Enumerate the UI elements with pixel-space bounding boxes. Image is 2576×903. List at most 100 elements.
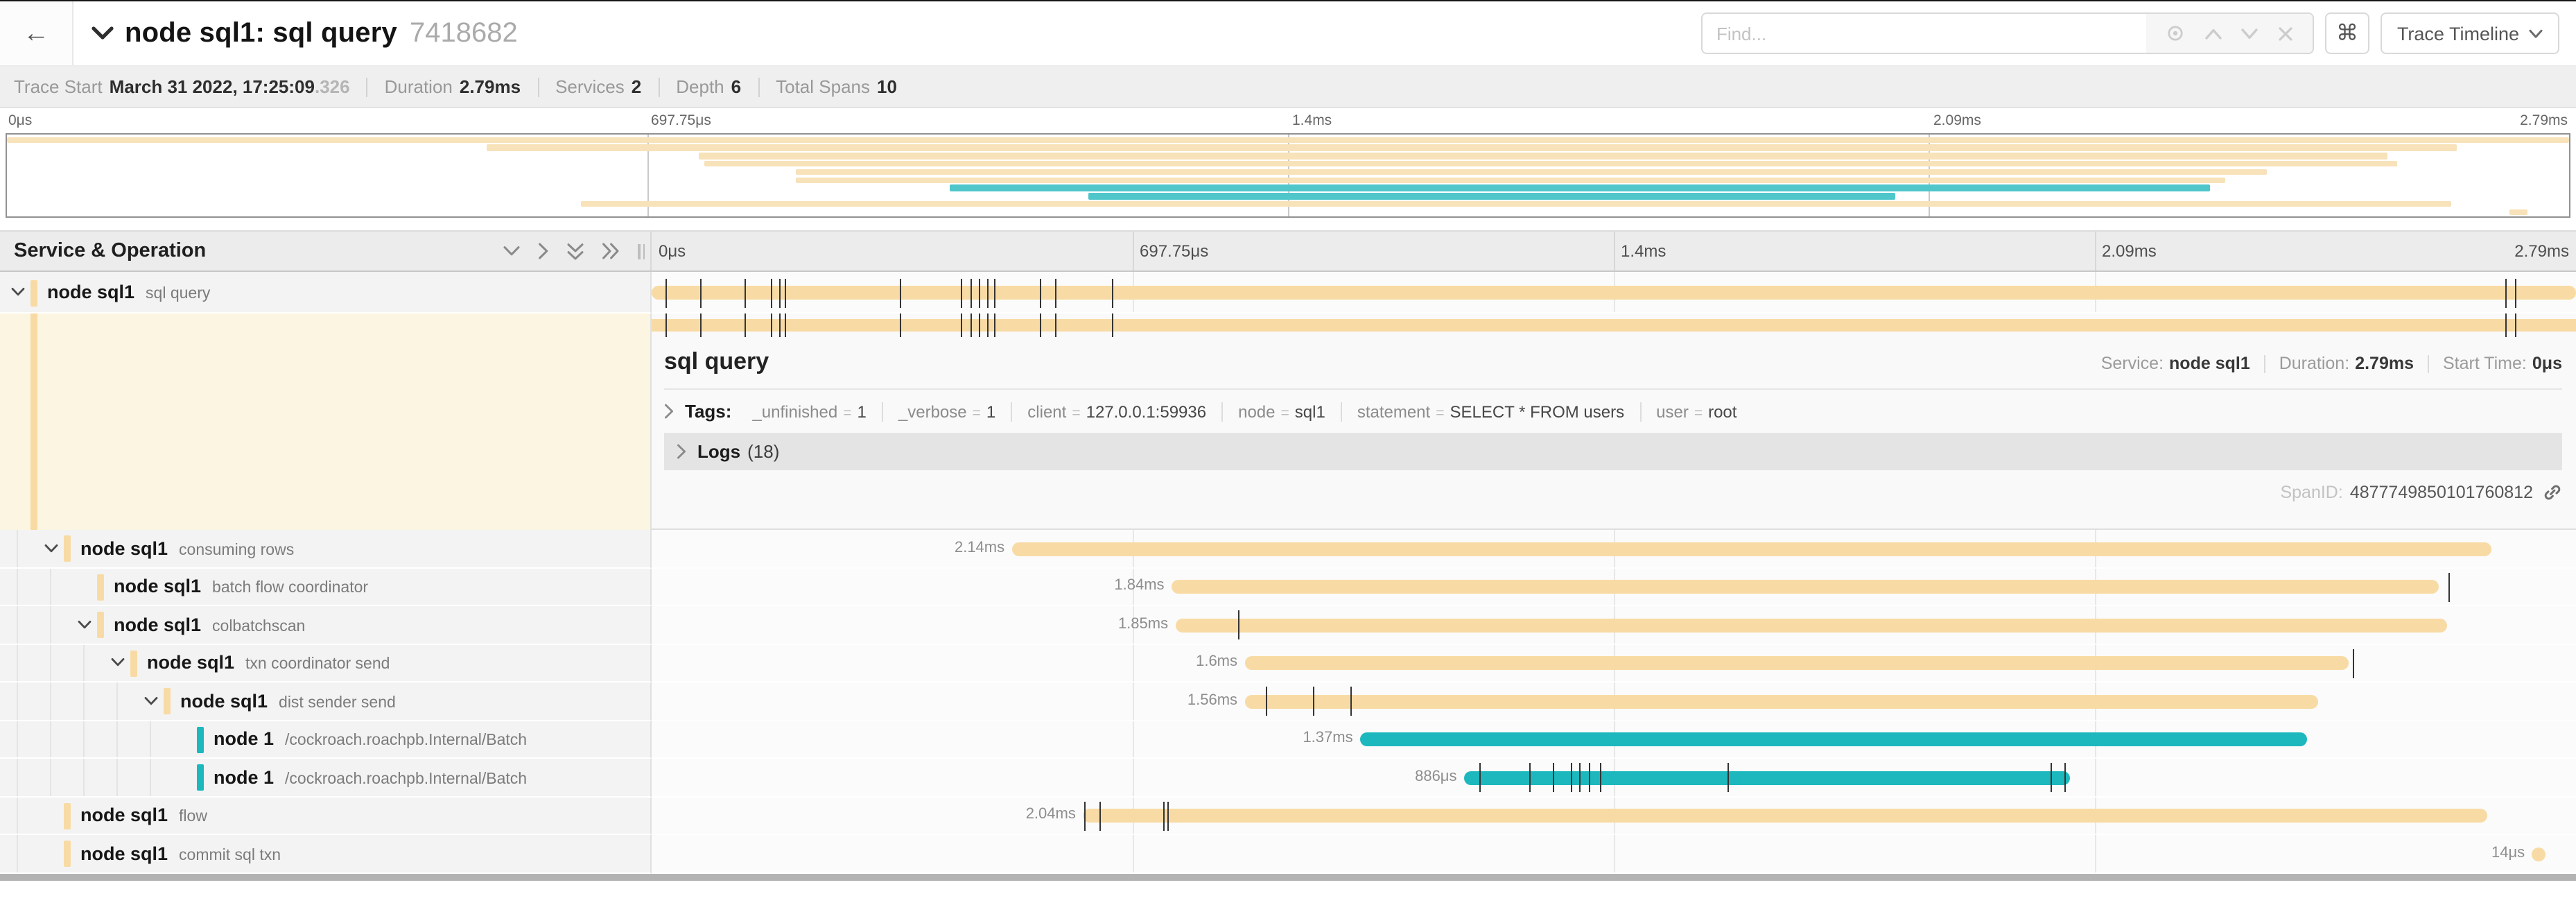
divider: [366, 77, 368, 96]
service-color-strip: [130, 650, 137, 677]
log-marker-tick: [986, 278, 988, 307]
find-next-icon[interactable]: [2241, 27, 2259, 40]
indent-guide: [17, 835, 18, 872]
log-marker-tick: [744, 313, 746, 337]
log-marker-tick: [1163, 801, 1165, 831]
span-bar[interactable]: [1171, 580, 2439, 594]
minimap-span-strip: [486, 144, 2457, 151]
indent-guide: [50, 682, 51, 719]
collapse-chevron-icon[interactable]: [78, 620, 92, 630]
span-duration-label: 1.56ms: [1187, 691, 1238, 709]
tag-value: sql1: [1294, 402, 1325, 421]
log-marker-tick: [971, 278, 973, 307]
span-name-text: node sql1 consuming rows: [80, 538, 294, 559]
span-timeline-cell[interactable]: 2.14ms: [652, 530, 2576, 568]
tag-equals: =: [843, 404, 852, 421]
clear-find-icon[interactable]: [2278, 26, 2293, 41]
indent-guide: [50, 644, 51, 681]
span-timeline-cell[interactable]: 886μs: [652, 759, 2576, 797]
chevron-right-icon: [677, 444, 686, 459]
trace-id: 7418682: [409, 17, 518, 48]
span-bar: [652, 319, 2576, 332]
service-name: node sql1: [180, 690, 268, 712]
log-marker-tick: [1167, 801, 1169, 831]
find-prev-icon[interactable]: [2204, 27, 2222, 40]
span-name-cell[interactable]: node sql1 colbatchscan: [0, 606, 652, 644]
span-bar[interactable]: [1244, 694, 2318, 709]
span-bar[interactable]: [1011, 542, 2491, 556]
span-row: node sql1 batch flow coordinator 1.84ms: [0, 568, 2576, 606]
span-name-cell[interactable]: node sql1 commit sql txn: [0, 835, 652, 873]
locate-icon[interactable]: [2166, 24, 2185, 43]
service-value: node sql1: [2169, 354, 2250, 373]
span-bar[interactable]: [1359, 732, 2307, 747]
span-name-cell[interactable]: node 1/cockroach.roachpb.Internal/Batch: [0, 721, 652, 759]
span-bar[interactable]: [1175, 618, 2447, 633]
span-timeline-cell[interactable]: 1.37ms: [652, 721, 2576, 759]
service-label: Service:: [2100, 354, 2164, 373]
expand-one-icon[interactable]: [538, 243, 549, 259]
collapse-chevron-icon[interactable]: [144, 696, 158, 706]
trace-total-spans: Total Spans 10: [776, 76, 897, 97]
span-timeline-cell[interactable]: 1.85ms: [652, 606, 2576, 644]
span-name-cell[interactable]: node 1/cockroach.roachpb.Internal/Batch: [0, 759, 652, 797]
span-name-text: node sql1 dist sender send: [180, 691, 396, 712]
span-bar[interactable]: [2532, 847, 2545, 861]
tags-row[interactable]: Tags: _unfinished = 1 _verbose = 1 client = 127.…: [652, 390, 2576, 422]
tag-equals: =: [1280, 404, 1289, 421]
span-timeline-cell[interactable]: 1.84ms: [652, 568, 2576, 606]
span-bar[interactable]: [1463, 771, 2070, 785]
logs-row[interactable]: Logs (18): [664, 433, 2562, 470]
span-bar[interactable]: [652, 286, 2576, 300]
find-input[interactable]: [1702, 14, 2146, 53]
span-name-cell[interactable]: node sql1 batch flow coordinator: [0, 568, 652, 606]
collapse-trace-chevron-icon[interactable]: [92, 26, 114, 40]
span-name-cell[interactable]: node sql1 consuming rows: [0, 530, 652, 568]
horizontal-scrollbar: [0, 873, 2576, 882]
span-bar[interactable]: [1082, 809, 2488, 823]
log-marker-tick: [2352, 648, 2354, 678]
column-resizer-grip[interactable]: [638, 244, 645, 259]
span-timeline-cell[interactable]: [652, 272, 2576, 313]
minimap-span-strip: [7, 137, 2569, 144]
log-marker-tick: [1265, 687, 1267, 716]
keyboard-shortcuts-button[interactable]: ⌘: [2324, 12, 2369, 54]
service-name: node sql1: [80, 843, 168, 864]
span-name-cell[interactable]: node sql1 txn coordinator send: [0, 644, 652, 682]
collapse-chevron-icon[interactable]: [11, 287, 25, 297]
indent-guide: [116, 759, 118, 796]
link-icon[interactable]: [2543, 483, 2562, 502]
tag-value: 1: [857, 402, 867, 421]
span-name-cell[interactable]: node sql1 flow: [0, 797, 652, 835]
span-bar[interactable]: [1244, 656, 2349, 671]
span-timeline-cell[interactable]: 14μs: [652, 835, 2576, 873]
collapse-all-icon[interactable]: [567, 242, 584, 260]
collapse-chevron-icon[interactable]: [111, 658, 125, 668]
span-timeline-cell[interactable]: 1.56ms: [652, 682, 2576, 721]
minimap-ruler-tick: 0μs: [8, 112, 33, 129]
collapse-chevron-icon[interactable]: [44, 544, 58, 553]
trace-services: Services 2: [555, 76, 641, 97]
tag-key: _verbose: [898, 402, 967, 421]
collapse-controls: [503, 242, 620, 260]
detail-name-column[interactable]: [0, 313, 652, 530]
minimap-canvas[interactable]: [6, 133, 2570, 218]
span-timeline-cell[interactable]: 2.04ms: [652, 797, 2576, 835]
top-right-controls: ⌘ Trace Timeline: [1700, 12, 2559, 54]
span-name-cell[interactable]: node sql1 dist sender send: [0, 682, 652, 721]
back-button[interactable]: ←: [0, 1, 73, 65]
scrollbar-thumb[interactable]: [0, 873, 2576, 880]
collapse-one-icon[interactable]: [503, 246, 520, 257]
expand-all-icon[interactable]: [602, 243, 620, 259]
tag-equals: =: [1694, 404, 1703, 421]
span-name-text: node 1/cockroach.roachpb.Internal/Batch: [214, 767, 527, 788]
view-selector-button[interactable]: Trace Timeline: [2380, 12, 2559, 54]
detail-span-bar-row[interactable]: [652, 313, 2576, 337]
back-arrow-icon: ←: [23, 19, 49, 48]
span-name-cell[interactable]: node sql1 sql query: [0, 272, 652, 313]
span-timeline-cell[interactable]: 1.6ms: [652, 644, 2576, 682]
log-marker-tick: [2051, 763, 2053, 793]
span-rows: node sql1 sql query sql query Service: no…: [0, 272, 2576, 873]
service-name: node 1: [214, 766, 275, 788]
title-group: node sql1: sql query 7418682: [92, 17, 1701, 49]
